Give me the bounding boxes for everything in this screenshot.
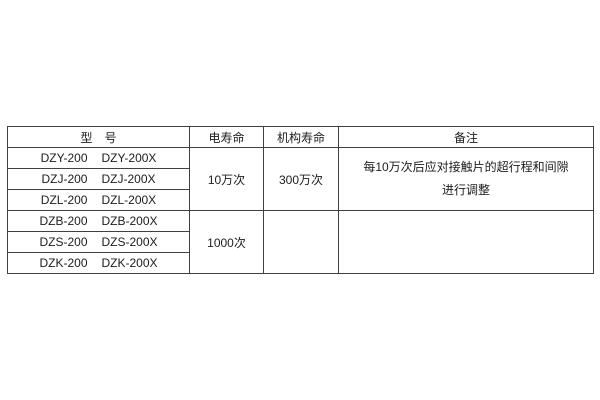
remarks-cell-group2 <box>338 210 594 274</box>
table-row: DZL-200 DZL-200X <box>7 189 594 211</box>
model-pair: DZJ-200 DZJ-200X <box>9 172 189 186</box>
remarks-line-1: 每10万次后应对接触片的超行程和间隙 <box>363 160 569 174</box>
model-variant-b: DZY-200X <box>101 151 157 165</box>
model-variant-a: DZS-200 <box>39 235 88 249</box>
model-variant-a: DZJ-200 <box>41 172 88 186</box>
table-row: DZB-200 DZB-200X 1000次 <box>7 210 594 274</box>
model-variant-a: DZB-200 <box>39 214 88 228</box>
model-variant-a: DZK-200 <box>39 256 88 270</box>
col-header-electrical-life: 电寿命 <box>189 126 264 148</box>
header-row: 型 号 电寿命 机构寿命 备注 <box>7 126 594 148</box>
model-cell: DZB-200 DZB-200X <box>7 210 190 232</box>
model-cell: DZK-200 DZK-200X <box>7 252 190 274</box>
electrical-life-cell-group2: 1000次 <box>189 210 264 274</box>
model-variant-a: DZL-200 <box>40 193 88 207</box>
model-cell: DZJ-200 DZJ-200X <box>7 168 190 190</box>
remarks-cell-group1: 每10万次后应对接触片的超行程和间隙 进行调整 <box>338 147 594 211</box>
electrical-life-cell-group1: 10万次 <box>189 147 264 211</box>
model-variant-b: DZS-200X <box>101 235 158 249</box>
table-row: DZY-200 DZY-200X 10万次 300万次 每10万次后应对接触片的… <box>7 147 594 211</box>
model-variant-b: DZL-200X <box>101 193 157 207</box>
model-variant-b: DZB-200X <box>101 214 158 228</box>
mechanical-life-cell-group1: 300万次 <box>263 147 339 211</box>
remarks-line-2: 进行调整 <box>441 183 490 197</box>
table-row: DZJ-200 DZJ-200X <box>7 168 594 190</box>
col-header-model: 型 号 <box>7 126 190 148</box>
model-cell: DZS-200 DZS-200X <box>7 231 190 253</box>
col-header-remarks: 备注 <box>338 126 594 148</box>
model-variant-b: DZJ-200X <box>101 172 156 186</box>
table-row: DZK-200 DZK-200X <box>7 252 594 274</box>
model-pair: DZK-200 DZK-200X <box>9 256 189 270</box>
model-variant-b: DZK-200X <box>101 256 158 270</box>
model-pair: DZL-200 DZL-200X <box>9 193 189 207</box>
spec-table-container: 型 号 电寿命 机构寿命 备注 DZY-200 DZY-200X 10万次 30… <box>7 126 594 274</box>
model-pair: DZY-200 DZY-200X <box>9 151 189 165</box>
mechanical-life-cell-group2 <box>263 210 339 274</box>
col-header-mechanical-life: 机构寿命 <box>263 126 339 148</box>
spec-table: 型 号 电寿命 机构寿命 备注 DZY-200 DZY-200X 10万次 30… <box>7 126 594 274</box>
model-pair: DZB-200 DZB-200X <box>9 214 189 228</box>
model-cell: DZL-200 DZL-200X <box>7 189 190 211</box>
model-variant-a: DZY-200 <box>40 151 88 165</box>
model-cell: DZY-200 DZY-200X <box>7 147 190 169</box>
model-pair: DZS-200 DZS-200X <box>9 235 189 249</box>
